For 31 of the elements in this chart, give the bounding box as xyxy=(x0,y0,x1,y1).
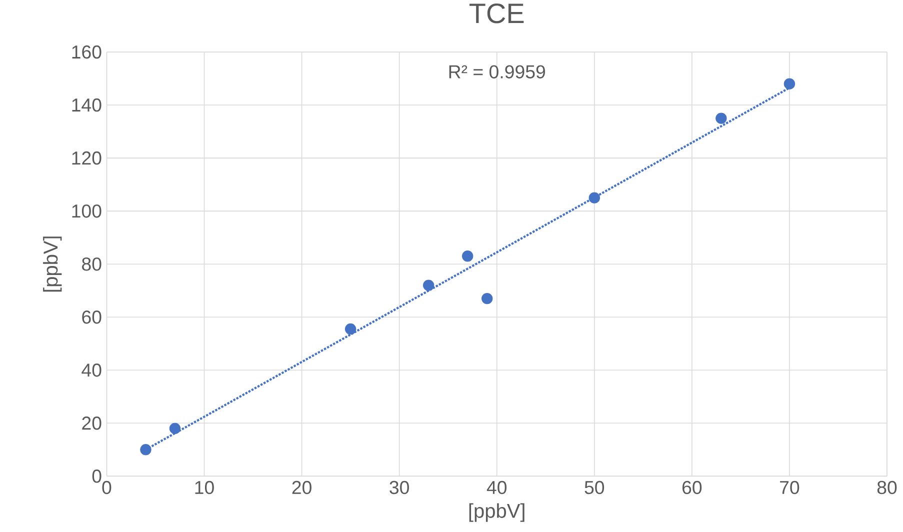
point xyxy=(481,292,493,304)
y-tick-label: 100 xyxy=(72,204,102,218)
point xyxy=(588,192,600,204)
x-tick-label: 40 xyxy=(486,480,507,494)
annotation: R² = 0.9959 xyxy=(449,65,545,78)
point xyxy=(422,280,434,291)
y-tick-label: 160 xyxy=(72,45,102,59)
point xyxy=(169,422,181,434)
y-tick-label: 60 xyxy=(82,310,102,324)
point xyxy=(716,112,727,124)
x-tick-label: 70 xyxy=(780,480,800,494)
y-tick-label: 140 xyxy=(72,98,102,112)
y-tick-label: 120 xyxy=(72,151,102,165)
chart-title: TCE xyxy=(469,3,524,24)
x-tick-label: 50 xyxy=(584,480,604,494)
point xyxy=(462,250,474,262)
y-axis-title: [ppbV] xyxy=(43,236,62,292)
y-tick-label: 40 xyxy=(82,363,102,377)
point xyxy=(784,78,796,90)
x-tick-label: 20 xyxy=(292,480,312,494)
x-tick-label: 30 xyxy=(390,480,409,494)
y-tick-label: 0 xyxy=(92,469,102,483)
x-axis-title: [ppbV] xyxy=(469,503,524,522)
x-tick-label: 0 xyxy=(102,480,112,494)
x-tick-label: 60 xyxy=(682,480,702,494)
y-tick-label: 20 xyxy=(82,416,102,430)
point xyxy=(344,323,356,335)
point xyxy=(140,444,152,456)
y-tick-label: 80 xyxy=(82,257,102,271)
x-tick-label: 80 xyxy=(877,480,897,494)
x-tick-label: 10 xyxy=(195,480,214,494)
